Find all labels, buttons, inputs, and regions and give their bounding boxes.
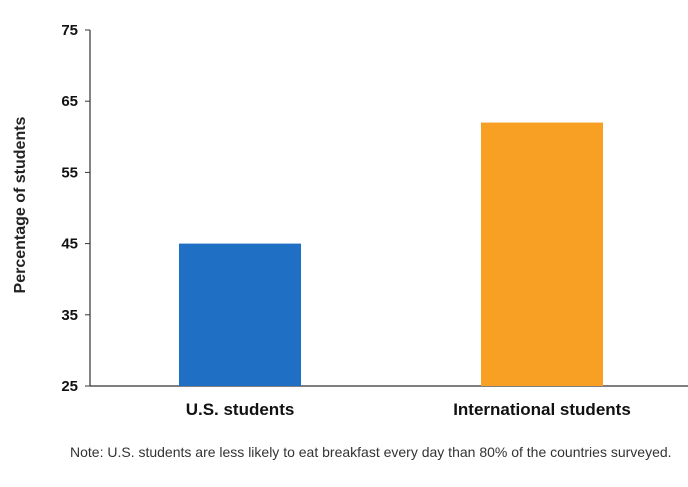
y-tick-label: 45	[61, 236, 78, 253]
chart-note: Note: U.S. students are less likely to e…	[70, 444, 672, 460]
y-tick-label: 75	[61, 22, 78, 39]
x-category-label: International students	[453, 400, 631, 419]
bars-group	[179, 122, 603, 386]
y-tick-label: 35	[61, 307, 78, 324]
y-tick-label: 65	[61, 93, 78, 110]
y-tick-label: 25	[61, 378, 78, 395]
bar-us-students	[179, 243, 301, 386]
x-category-label: U.S. students	[186, 400, 295, 419]
y-tick-label: 55	[61, 164, 78, 181]
bar-international-students	[481, 122, 603, 386]
y-axis-ticks: 25 35 45 55 65 75	[61, 22, 90, 395]
y-axis-label: Percentage of students	[12, 116, 29, 293]
category-labels: U.S. students International students	[186, 400, 631, 419]
